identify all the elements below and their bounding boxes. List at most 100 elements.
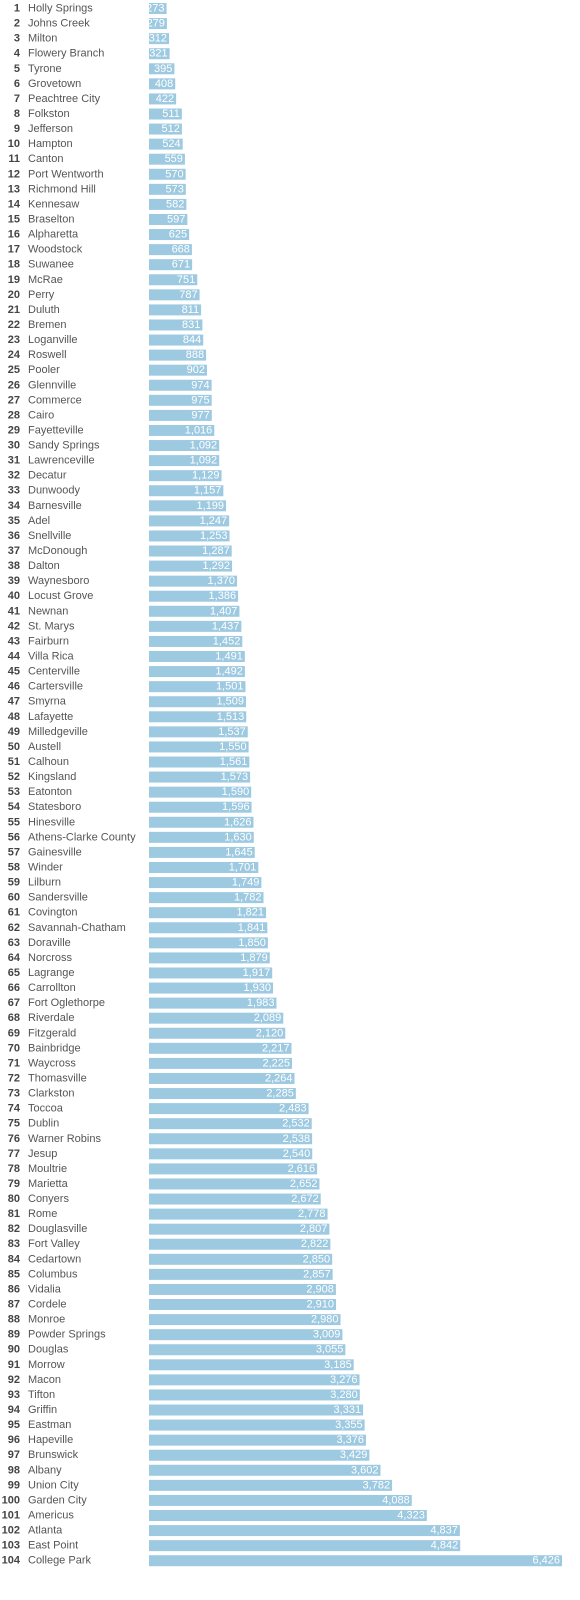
bar-row: 3 Milton 312 bbox=[14, 33, 170, 45]
value-label: 888 bbox=[186, 349, 204, 361]
rank-label: 34 bbox=[8, 500, 21, 512]
rank-label: 18 bbox=[8, 259, 20, 271]
bar-row: 79 Marietta 2,652 bbox=[8, 1178, 320, 1190]
bar-row: 34 Barnesville 1,199 bbox=[8, 500, 227, 512]
category-label: Richmond Hill bbox=[28, 183, 96, 195]
rank-label: 30 bbox=[8, 440, 20, 452]
category-label: McRae bbox=[28, 274, 63, 286]
bar-row: 41 Newnan 1,407 bbox=[8, 605, 240, 617]
category-label: Garden City bbox=[28, 1494, 87, 1506]
category-label: Fort Valley bbox=[28, 1238, 80, 1250]
bar-row: 77 Jesup 2,540 bbox=[8, 1148, 313, 1160]
bar bbox=[149, 982, 274, 994]
bar-row: 2 Johns Creek 279 bbox=[14, 18, 167, 30]
rank-label: 15 bbox=[8, 213, 20, 225]
rank-label: 92 bbox=[8, 1374, 20, 1386]
bar-row: 27 Commerce 975 bbox=[8, 394, 212, 406]
bar bbox=[149, 816, 254, 828]
bar bbox=[149, 183, 186, 195]
rank-label: 42 bbox=[8, 620, 20, 632]
category-label: Villa Rica bbox=[28, 651, 75, 663]
bar bbox=[149, 771, 251, 783]
value-label: 395 bbox=[154, 63, 172, 75]
bar-row: 56 Athens-Clarke County 1,630 bbox=[8, 831, 254, 843]
rank-label: 65 bbox=[8, 967, 20, 979]
value-label: 1,370 bbox=[208, 575, 236, 587]
value-label: 3,782 bbox=[363, 1479, 391, 1491]
category-label: Barnesville bbox=[28, 500, 82, 512]
category-label: Kingsland bbox=[28, 771, 76, 783]
rank-label: 3 bbox=[14, 33, 20, 45]
bar bbox=[149, 620, 242, 632]
rank-label: 68 bbox=[8, 1012, 20, 1024]
category-label: McDonough bbox=[28, 545, 87, 557]
rank-label: 9 bbox=[14, 123, 20, 135]
bar-row: 87 Cordele 2,910 bbox=[8, 1299, 337, 1311]
bar-row: 103 East Point 4,842 bbox=[2, 1540, 461, 1552]
bar-row: 22 Bremen 831 bbox=[8, 319, 203, 331]
rank-label: 17 bbox=[8, 244, 20, 256]
bar bbox=[149, 1359, 354, 1371]
value-label: 1,287 bbox=[202, 545, 230, 557]
category-label: Lafayette bbox=[28, 711, 73, 723]
rank-label: 51 bbox=[8, 756, 20, 768]
bar bbox=[149, 1208, 328, 1220]
bar bbox=[149, 334, 204, 346]
category-label: Bainbridge bbox=[28, 1042, 81, 1054]
bar bbox=[149, 485, 224, 497]
category-label: Lilburn bbox=[28, 877, 61, 889]
bar bbox=[149, 1118, 312, 1130]
rank-label: 5 bbox=[14, 63, 20, 75]
value-label: 2,217 bbox=[262, 1042, 290, 1054]
rank-label: 67 bbox=[8, 997, 20, 1009]
bar-row: 80 Conyers 2,672 bbox=[8, 1193, 321, 1205]
bar-row: 50 Austell 1,550 bbox=[8, 741, 249, 753]
rank-label: 22 bbox=[8, 319, 20, 331]
bar-row: 11 Canton 559 bbox=[8, 153, 185, 165]
bar bbox=[149, 1419, 365, 1431]
value-label: 1,749 bbox=[232, 877, 260, 889]
bar-row: 58 Winder 1,701 bbox=[8, 861, 259, 873]
category-label: Winder bbox=[28, 861, 63, 873]
value-label: 511 bbox=[162, 108, 180, 120]
bar-row: 99 Union City 3,782 bbox=[8, 1479, 393, 1491]
bar-row: 55 Hinesville 1,626 bbox=[8, 816, 254, 828]
category-label: Statesboro bbox=[28, 801, 81, 813]
category-label: Savannah-Chatham bbox=[28, 922, 126, 934]
bar bbox=[149, 379, 212, 391]
bar-row: 44 Villa Rica 1,491 bbox=[8, 651, 245, 663]
category-label: Cordele bbox=[28, 1299, 67, 1311]
value-label: 2,850 bbox=[303, 1253, 331, 1265]
rank-label: 88 bbox=[8, 1314, 20, 1326]
value-label: 1,199 bbox=[197, 500, 225, 512]
rank-label: 93 bbox=[8, 1389, 20, 1401]
value-label: 2,225 bbox=[262, 1057, 290, 1069]
rank-label: 41 bbox=[8, 605, 20, 617]
value-label: 2,285 bbox=[266, 1088, 294, 1100]
value-label: 2,483 bbox=[279, 1103, 307, 1115]
bar-row: 9 Jefferson 512 bbox=[14, 123, 182, 135]
rank-label: 62 bbox=[8, 922, 20, 934]
value-label: 2,532 bbox=[282, 1118, 310, 1130]
bar-row: 31 Lawrenceville 1,092 bbox=[8, 455, 220, 467]
category-label: Kennesaw bbox=[28, 198, 79, 210]
value-label: 524 bbox=[162, 138, 180, 150]
bar-row: 86 Vidalia 2,908 bbox=[8, 1283, 336, 1295]
bar bbox=[149, 1540, 461, 1552]
bar-row: 65 Lagrange 1,917 bbox=[8, 967, 273, 979]
rank-label: 95 bbox=[8, 1419, 20, 1431]
rank-label: 54 bbox=[8, 801, 21, 813]
rank-label: 10 bbox=[8, 138, 20, 150]
bar bbox=[149, 123, 182, 135]
bar bbox=[149, 274, 198, 286]
category-label: Riverdale bbox=[28, 1012, 74, 1024]
category-label: Snellville bbox=[28, 530, 71, 542]
value-label: 671 bbox=[172, 259, 190, 271]
rank-label: 64 bbox=[8, 952, 21, 964]
bar bbox=[149, 1374, 360, 1386]
bar bbox=[149, 1404, 364, 1416]
category-label: Suwanee bbox=[28, 259, 74, 271]
rank-label: 83 bbox=[8, 1238, 20, 1250]
category-label: Duluth bbox=[28, 304, 60, 316]
category-label: Milledgeville bbox=[28, 726, 88, 738]
